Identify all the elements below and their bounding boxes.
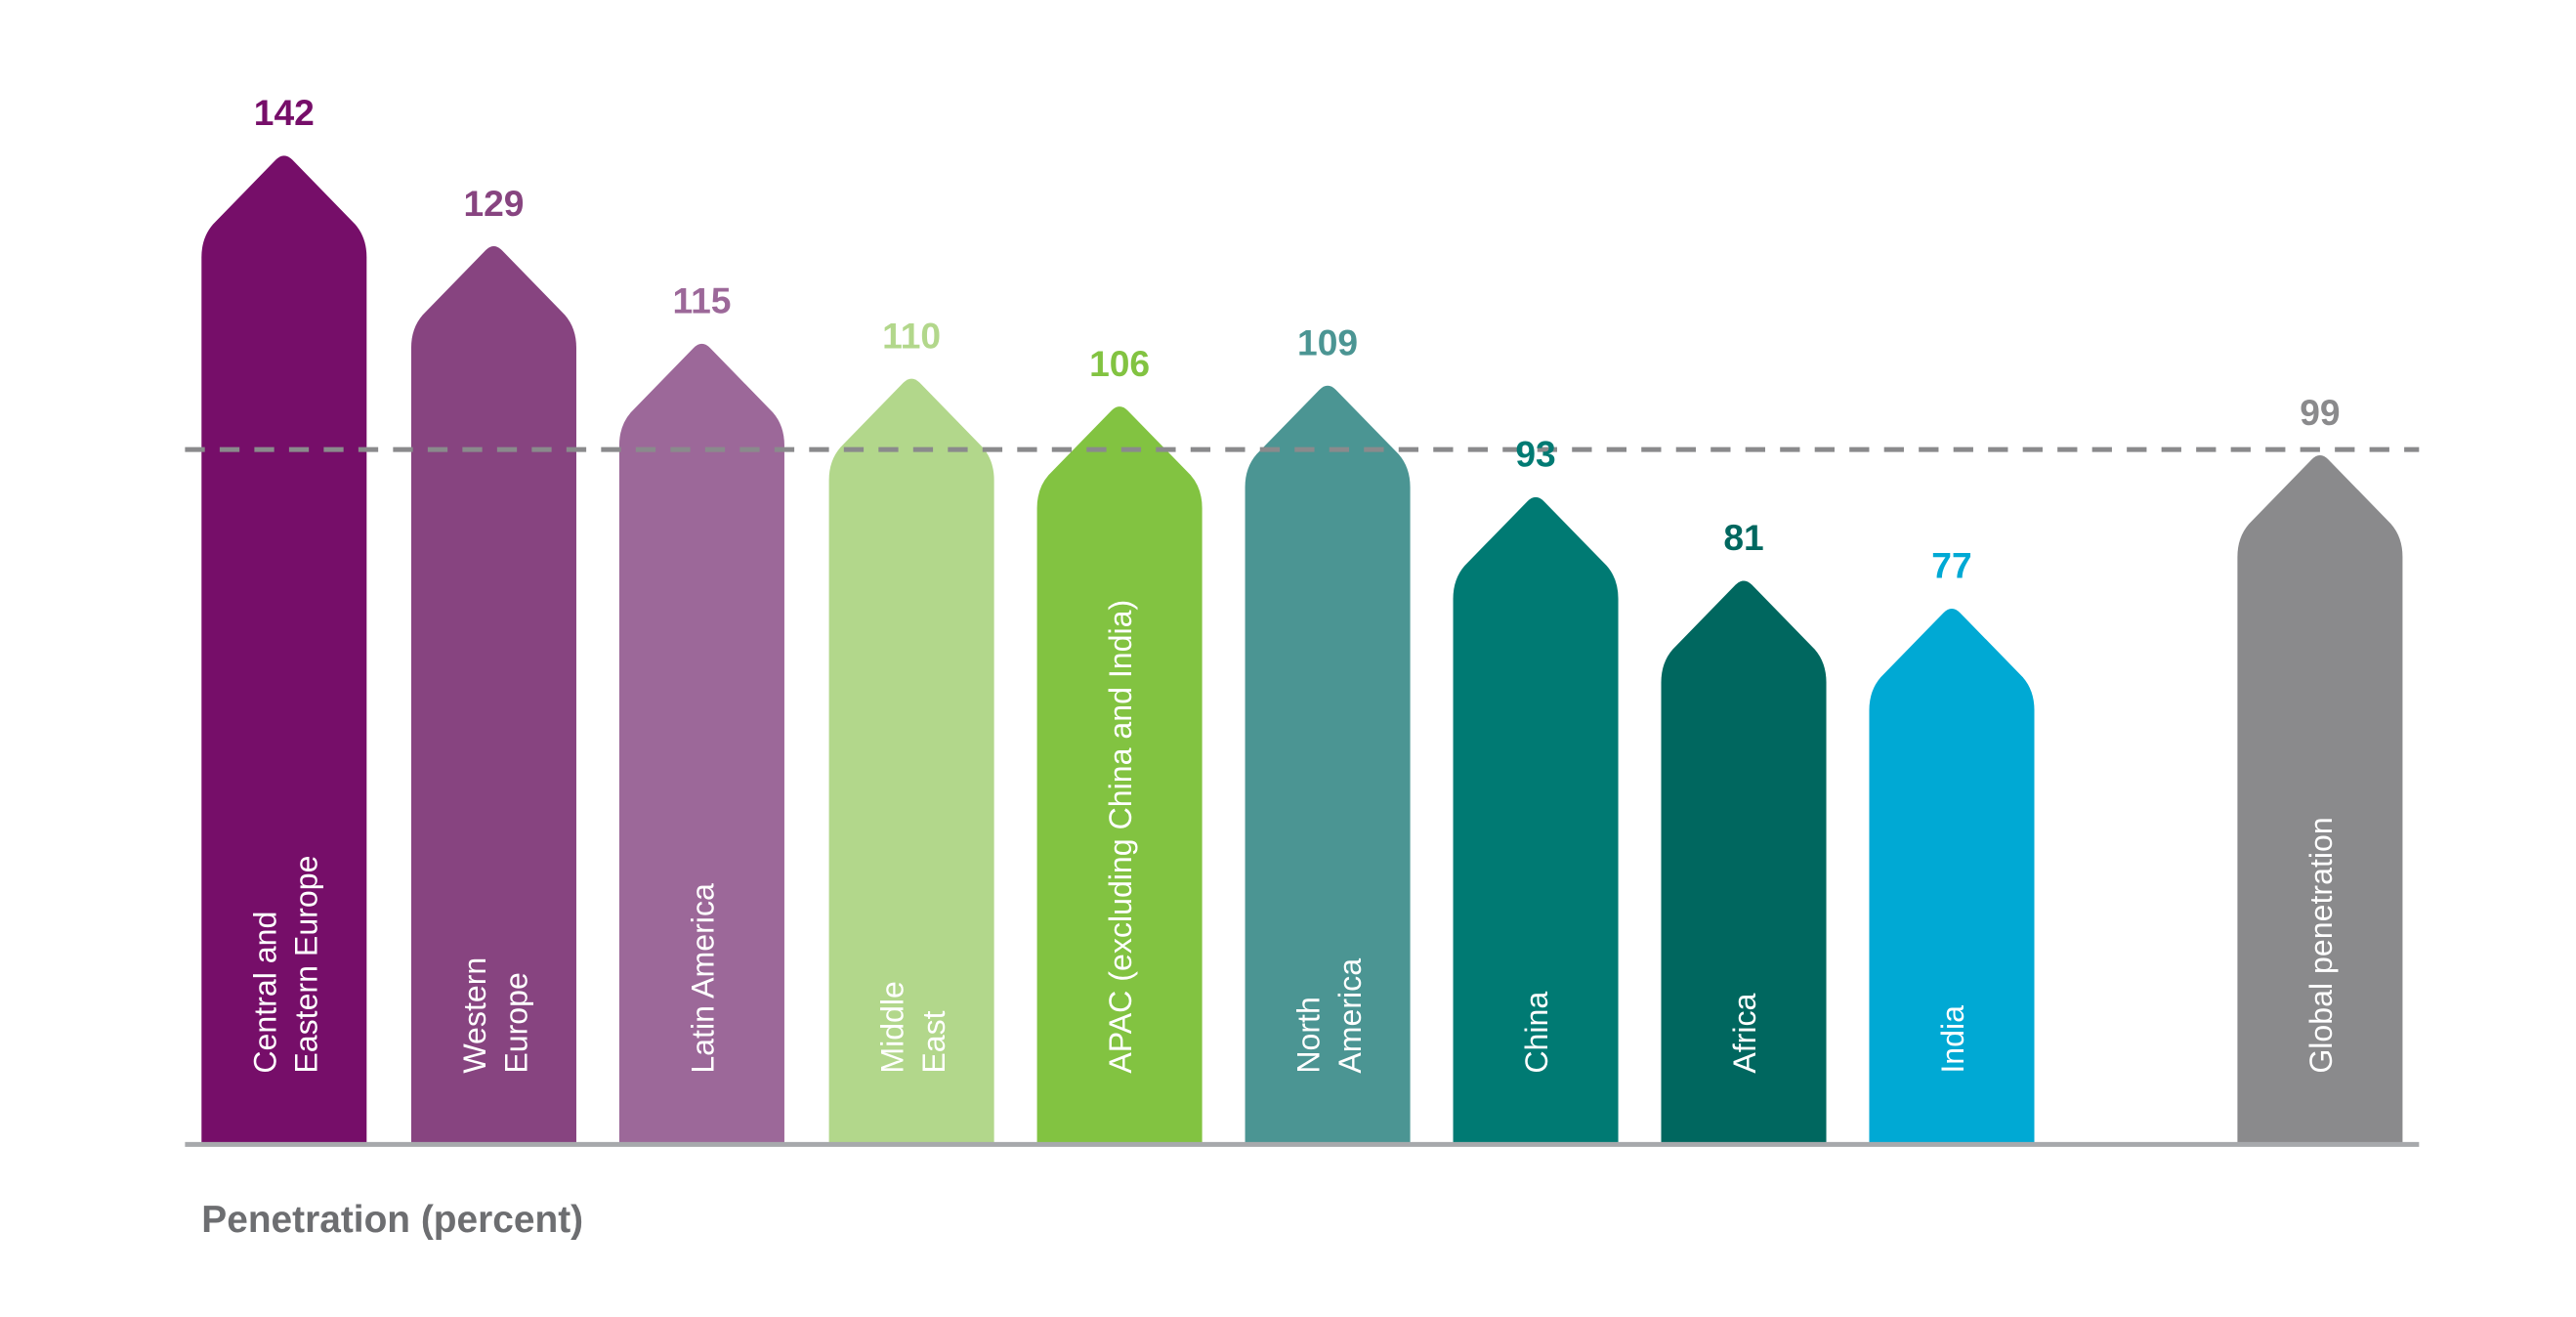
bars <box>201 155 2403 1145</box>
value-label: 99 <box>2300 392 2340 433</box>
value-label: 77 <box>1931 545 1971 586</box>
category-label: Africa <box>1727 993 1762 1073</box>
bar <box>1661 580 1827 1145</box>
category-label: APAC (excluding China and India) <box>1103 600 1138 1074</box>
category-label: Global penetration <box>2303 817 2339 1073</box>
category-label: Middle East <box>875 981 951 1074</box>
category-label: Latin America <box>685 883 720 1074</box>
bar <box>1453 496 1619 1145</box>
category-label: Western Europe <box>457 957 533 1074</box>
value-label: 115 <box>672 280 731 321</box>
category-label: North America <box>1291 958 1368 1074</box>
category-label: India <box>1935 1005 1970 1074</box>
bar <box>1036 406 1203 1145</box>
bar <box>1869 608 2035 1145</box>
value-label: 142 <box>254 92 315 133</box>
category-label: China <box>1519 992 1554 1074</box>
bar <box>201 155 367 1145</box>
bar <box>2237 455 2403 1145</box>
bar <box>828 378 994 1145</box>
value-label: 81 <box>1723 517 1763 558</box>
bar <box>1245 385 1411 1145</box>
value-label: 129 <box>463 183 524 224</box>
value-labels: 142 Central and Eastern Europe 129 Western Eu… <box>247 92 2340 1074</box>
value-label: 109 <box>1297 321 1358 362</box>
value-label: 93 <box>1515 434 1555 475</box>
category-label: Central and Eastern Europe <box>247 856 323 1074</box>
bar <box>410 246 576 1145</box>
value-label: 110 <box>882 315 941 356</box>
value-label: 106 <box>1089 343 1150 384</box>
y-axis-title: Penetration (percent) <box>201 1199 583 1241</box>
bar <box>618 343 784 1145</box>
